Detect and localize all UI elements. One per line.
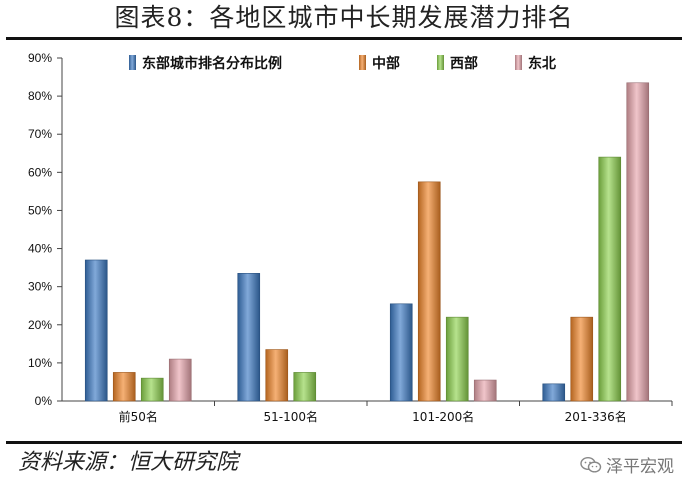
bar <box>265 349 289 402</box>
legend-label: 东北 <box>528 55 556 72</box>
bar <box>445 316 469 402</box>
x-tick-label: 201-336名 <box>565 409 627 424</box>
watermark: 泽平宏观 <box>580 452 674 477</box>
y-tick-label: 40% <box>28 242 52 256</box>
chart-title: 图表8：各地区城市中长期发展潜力排名 <box>114 3 574 32</box>
legend-swatch <box>515 55 522 70</box>
bar <box>417 181 441 402</box>
x-tick-label: 前50名 <box>119 409 158 424</box>
bar-chart: 0% 10% 20% 30% 40% 50% 60% 70% 80% 90% 前50名 51-100名… <box>28 51 673 424</box>
bar <box>293 372 317 402</box>
bottom-rule <box>6 441 682 444</box>
watermark-label: 泽平宏观 <box>606 457 674 477</box>
bar <box>237 273 261 402</box>
y-tick-label: 30% <box>28 280 52 294</box>
x-tick-label: 51-100名 <box>263 409 318 424</box>
bar <box>389 303 413 402</box>
bar <box>140 377 164 402</box>
bar <box>473 379 497 402</box>
bar <box>112 372 136 402</box>
legend-swatch <box>359 55 366 70</box>
source-note: 资料来源：恒大研究院 <box>18 450 239 475</box>
y-tick-label: 50% <box>28 203 52 217</box>
wechat-icon <box>580 456 602 473</box>
y-tick-label: 80% <box>28 89 52 103</box>
bar <box>570 316 594 402</box>
legend-label: 西部 <box>450 55 478 72</box>
y-tick-label: 70% <box>28 127 52 141</box>
legend-swatch <box>129 55 136 70</box>
bar <box>168 358 192 402</box>
legend-swatch <box>437 55 444 70</box>
y-tick-label: 20% <box>28 318 52 332</box>
bar <box>598 156 622 402</box>
bar <box>84 259 108 402</box>
y-tick-label: 10% <box>28 356 52 370</box>
x-tick-label: 101-200名 <box>412 409 474 424</box>
bar <box>542 383 566 402</box>
bar <box>626 82 650 402</box>
y-tick-label: 0% <box>35 394 53 408</box>
top-rule <box>6 37 682 40</box>
legend-label: 中部 <box>372 55 400 72</box>
y-tick-label: 90% <box>28 51 52 65</box>
y-tick-label: 60% <box>28 165 52 179</box>
legend-label: 东部城市排名分布比例 <box>142 55 282 72</box>
